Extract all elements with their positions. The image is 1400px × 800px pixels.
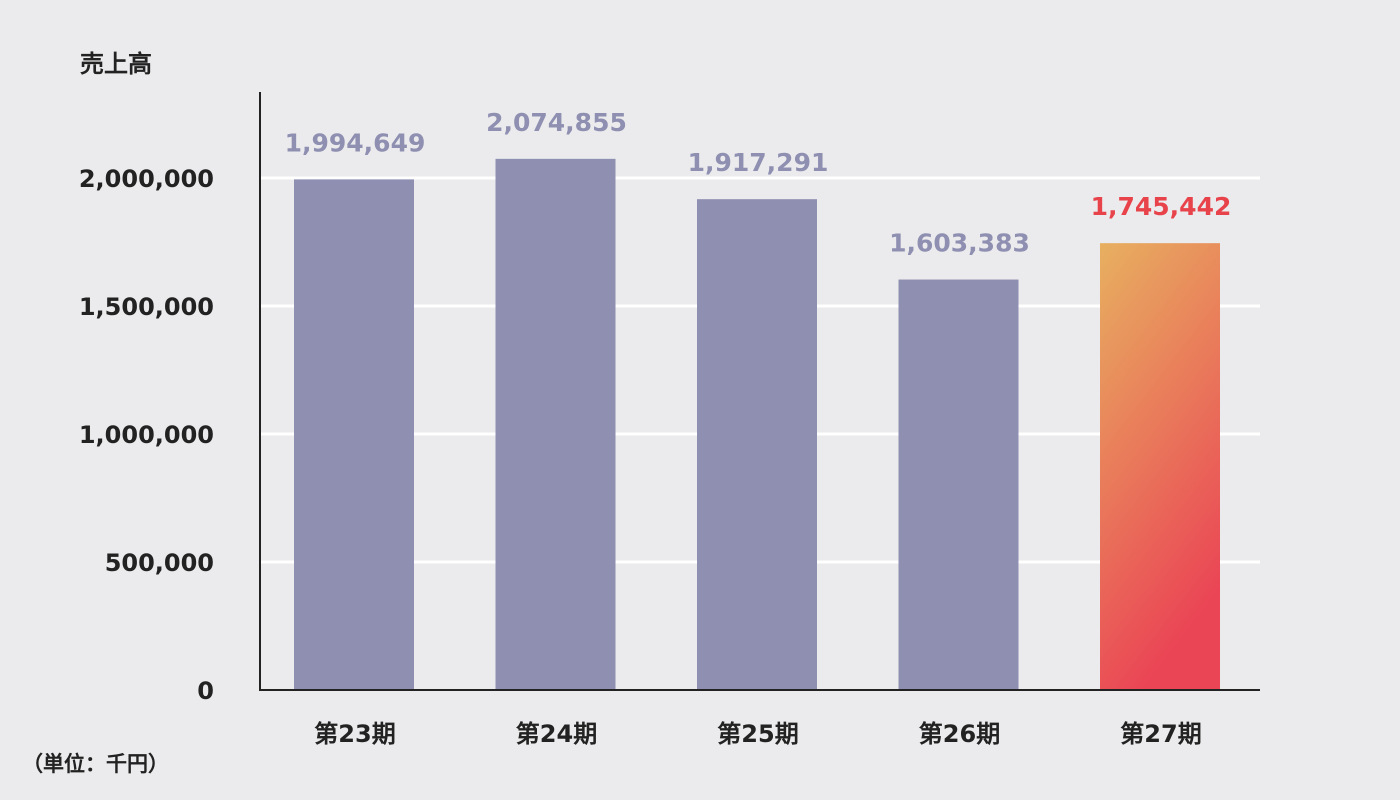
x-tick-label: 第24期: [516, 720, 597, 748]
y-axis-title: 売上高: [80, 50, 152, 78]
y-tick-label: 1,000,000: [79, 421, 214, 449]
x-tick-label: 第26期: [919, 720, 1000, 748]
data-label: 2,074,855: [486, 108, 627, 137]
bar: [898, 279, 1019, 690]
x-tick-label: 第27期: [1120, 720, 1201, 748]
y-tick-label: 500,000: [105, 549, 214, 577]
data-label: 1,603,383: [889, 229, 1030, 258]
data-label: 1,994,649: [285, 128, 426, 157]
bar: [697, 199, 817, 690]
bar-highlight: [1100, 243, 1220, 690]
data-label: 1,745,442: [1091, 192, 1232, 221]
x-tick-label: 第25期: [717, 720, 798, 748]
unit-note: （単位：千円）: [22, 752, 169, 776]
bar: [294, 179, 414, 690]
y-tick-label: 1,500,000: [79, 293, 214, 321]
x-tick-label: 第23期: [314, 720, 395, 748]
data-label: 1,917,291: [688, 148, 829, 177]
y-tick-label: 2,000,000: [79, 165, 214, 193]
y-tick-label: 0: [197, 677, 214, 705]
bar: [495, 158, 616, 691]
